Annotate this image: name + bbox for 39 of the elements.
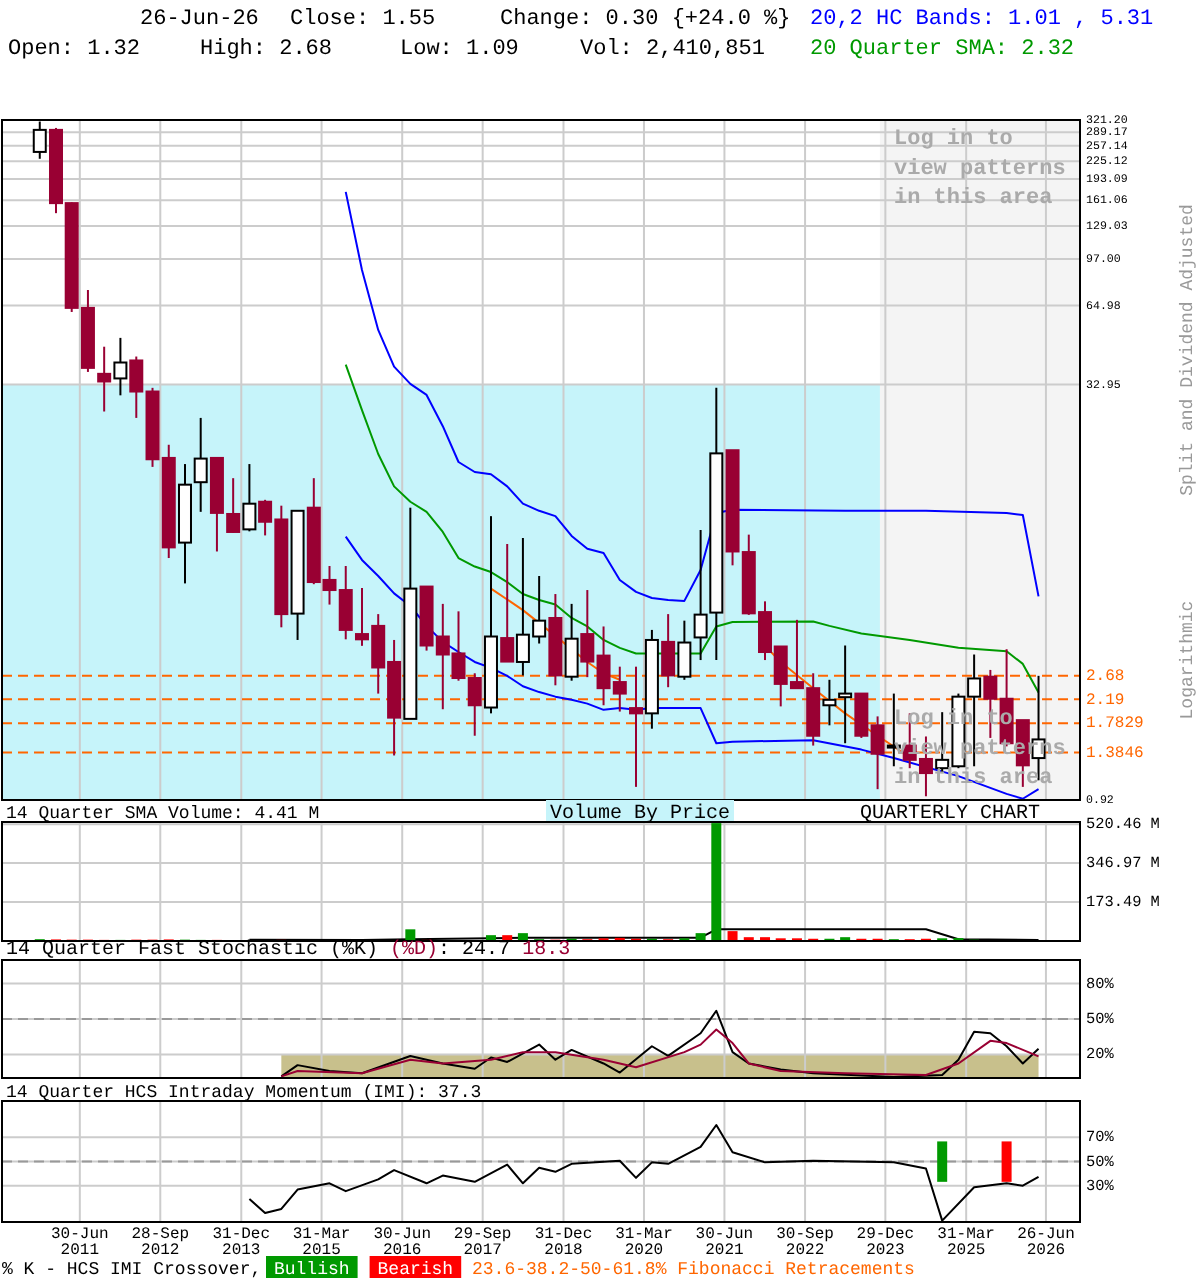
ref-line-label: 2.68 — [1086, 668, 1125, 687]
x-tick-label: 30-Jun 2016 — [373, 1226, 432, 1260]
text: Bearish — [377, 1260, 454, 1280]
x-tick-label: 29-Dec 2023 — [856, 1226, 915, 1260]
text: Close: 1.55 — [290, 8, 436, 32]
text: Low: 1.09 — [400, 38, 519, 62]
x-tick-label: 31-Dec 2013 — [212, 1226, 271, 1260]
x-tick-label: 26-Jun 2026 — [1017, 1226, 1076, 1260]
annotation: Log in to view patterns in this area — [894, 128, 1066, 212]
x-tick-label: 31-Mar 2015 — [292, 1226, 351, 1260]
ref-line-label: 1.7829 — [1086, 715, 1145, 734]
x-tick-label: 31-Mar 2025 — [937, 1226, 996, 1260]
x-tick-label: 30-Sep 2022 — [776, 1226, 835, 1260]
chart-title: 14 Quarter SMA Volume: 4.41 M — [6, 804, 320, 824]
annotation: 18.3 — [510, 940, 571, 962]
x-tick-label: 30-Jun 2021 — [695, 1226, 754, 1260]
text: Vol: 2,410,851 — [580, 38, 766, 62]
text: 20 Quarter SMA: 2.32 — [810, 38, 1075, 62]
text: Change: 0.30 {+24.0 %} — [500, 8, 791, 32]
ref-line-label: 1.3846 — [1086, 744, 1145, 763]
text: Bullish — [273, 1260, 350, 1280]
x-tick-label: 30-Jun 2011 — [51, 1226, 110, 1260]
text: 26-Jun-26 — [140, 8, 259, 32]
text: Open: 1.32 — [8, 38, 141, 62]
chart-title: 14 Quarter HCS Intraday Momentum (IMI): 37.3 — [6, 1083, 482, 1103]
x-tick-label: 31-Mar 2020 — [615, 1226, 674, 1260]
x-tick-label: 29-Sep 2017 — [453, 1226, 512, 1260]
x-tick-label: 31-Dec 2018 — [534, 1226, 593, 1260]
ref-line-label: 2.19 — [1086, 691, 1125, 710]
text: Logarithmic — [1178, 600, 1198, 720]
text: (%D) — [378, 938, 439, 962]
text: % K - HCS IMI Crossover, — [2, 1260, 262, 1280]
text: High: 2.68 — [200, 38, 333, 62]
x-tick-label: 28-Sep 2012 — [131, 1226, 190, 1260]
text: 20,2 HC Bands: 1.01 , 5.31 — [810, 8, 1155, 32]
annotation: Volume By Price — [550, 802, 731, 826]
annotation: QUARTERLY CHART — [860, 804, 1041, 826]
text: 23.6-38.2-50-61.8% Fibonacci Retracements — [472, 1260, 915, 1280]
text: Split and Dividend Adjusted — [1178, 204, 1198, 496]
